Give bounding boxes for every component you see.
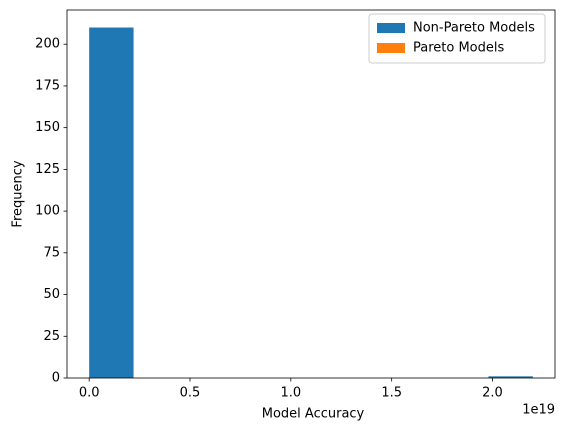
y-tick-label: 150 <box>35 120 60 135</box>
y-tick-label: 175 <box>35 78 60 93</box>
y-tick-label: 100 <box>35 204 60 219</box>
y-tick-label: 200 <box>35 37 60 52</box>
y-tick-label: 0 <box>52 371 60 386</box>
y-axis-label: Frequency <box>11 160 26 227</box>
y-tick-label: 25 <box>43 329 60 344</box>
axes-frame <box>66 9 556 379</box>
x-axis-label: Model Accuracy <box>262 407 365 422</box>
legend-label: Non-Pareto Models <box>413 21 535 36</box>
legend-swatch <box>377 23 405 33</box>
x-tick-label: 1.0 <box>280 386 301 401</box>
x-offset-label: 1e19 <box>522 403 555 418</box>
x-tick-label: 1.5 <box>381 386 402 401</box>
y-tick-label: 75 <box>43 245 60 260</box>
bar <box>89 27 134 379</box>
y-tick-label: 125 <box>35 162 60 177</box>
bar <box>488 376 533 378</box>
x-tick-label: 0.0 <box>79 386 100 401</box>
legend-label: Pareto Models <box>413 41 504 56</box>
x-tick-label: 2.0 <box>482 386 503 401</box>
y-tick-label: 50 <box>43 287 60 302</box>
legend-swatch <box>377 43 405 53</box>
legend-box <box>368 13 546 64</box>
x-tick-label: 0.5 <box>180 386 201 401</box>
